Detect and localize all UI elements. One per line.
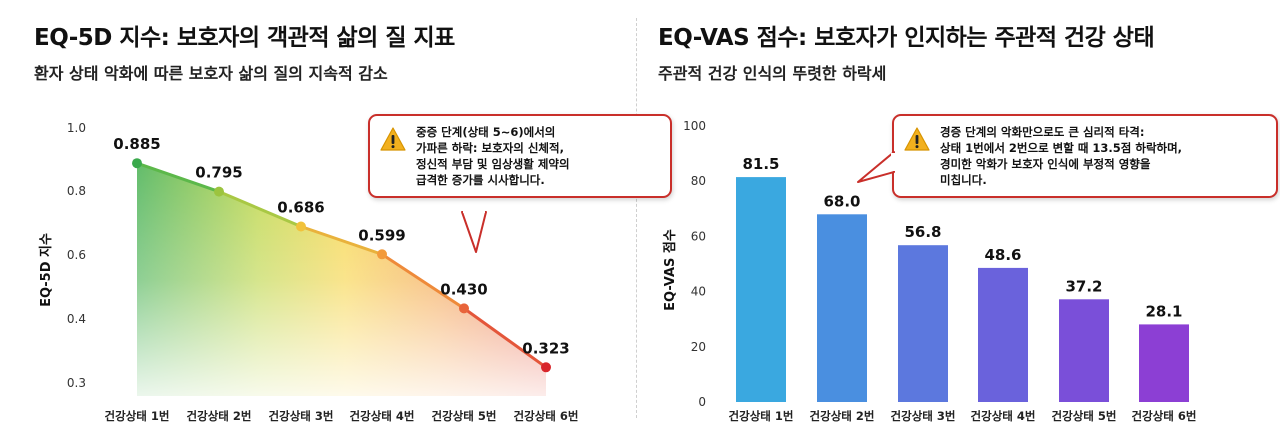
y-tick-label: 0.3 [67,376,86,390]
x-tick-label: 건강상태 2번 [187,409,252,423]
x-tick-label: 건강상태 4번 [350,409,415,423]
data-label: 0.323 [522,339,569,357]
y-axis-label: EQ-VAS 점수 [663,229,678,311]
series-line-segment [299,225,384,256]
y-tick-label: 0 [698,395,706,409]
eqvas-callout: 경증 단계의 악화만으로도 큰 심리적 타격: 상태 1번에서 2번으로 변할 … [892,114,1278,198]
eq5d-subtitle: 환자 상태 악화에 따른 보호자 삶의 질의 지속적 감소 [34,64,388,83]
bar [978,267,1028,402]
x-tick-label: 건강상태 1번 [105,409,170,423]
data-label: 28.1 [1145,302,1182,320]
data-label: 0.599 [358,226,405,244]
x-tick-label: 건강상태 4번 [971,409,1036,423]
y-tick-label: 60 [691,229,706,243]
data-point [459,303,469,314]
bar [1059,299,1109,402]
data-label: 0.430 [440,280,487,298]
bar [817,214,867,402]
series-line-segment [135,161,221,194]
x-tick-label: 건강상태 6번 [1132,409,1197,423]
x-tick-label: 건강상태 1번 [729,409,794,423]
data-label: 0.686 [277,199,324,217]
data-label: 48.6 [984,246,1021,264]
callout-line: 급격한 증가를 시사합니다. [416,173,545,187]
data-point [541,362,551,373]
warning-icon [904,127,930,151]
data-point [132,158,142,169]
callout-line: 경증 단계의 악화만으로도 큰 심리적 타격: [940,125,1145,139]
data-label: 56.8 [904,223,941,241]
x-tick-label: 건강상태 3번 [891,409,956,423]
callout-line: 상태 1번에서 2번으로 변할 때 13.5점 하락하며, [940,141,1183,155]
data-point [377,249,387,260]
callout-line: 미칩니다. [940,173,987,187]
bar [736,177,786,402]
data-label: 81.5 [742,155,779,173]
eq5d-panel: EQ-5D 지수: 보호자의 객관적 삶의 질 지표 환자 상태 악화에 따른 … [0,0,672,432]
x-tick-label: 건강상태 5번 [1052,409,1117,423]
y-tick-label: 20 [691,340,706,354]
y-tick-label: 0.6 [67,248,86,262]
data-label: 0.795 [195,164,242,182]
eqvas-title: EQ-VAS 점수: 보호자가 인지하는 주관적 건강 상태 [658,25,1155,51]
callout-line: 중증 단계(상태 5~6)에서의 [416,125,556,139]
y-tick-label: 80 [691,174,706,188]
y-tick-label: 0.8 [67,184,86,198]
y-tick-label: 100 [683,119,706,133]
data-label: 37.2 [1065,277,1102,295]
data-point [296,221,306,232]
data-label: 68.0 [823,192,860,210]
series-line-segment [462,306,548,369]
eqvas-panel: EQ-VAS 점수: 보호자가 인지하는 주관적 건강 상태 주관적 건강 인식… [640,0,1280,432]
series-line-segment [217,190,303,228]
callout-line: 가파른 하락: 보호자의 신체적, [416,141,564,155]
panel-divider [636,18,638,418]
data-label: 0.885 [113,135,160,153]
y-tick-label: 40 [691,285,706,299]
eq5d-callout: 중증 단계(상태 5~6)에서의 가파른 하락: 보호자의 신체적, 정신적 부… [368,114,672,198]
eq5d-title: EQ-5D 지수: 보호자의 객관적 삶의 질 지표 [34,25,455,51]
bar [1139,324,1189,402]
x-tick-label: 건강상태 2번 [810,409,875,423]
series-line-segment [380,252,466,310]
callout-line: 정신적 부담 및 임상생활 제약의 [416,157,570,171]
x-tick-label: 건강상태 6번 [514,409,579,423]
callout-line: 경미한 악화가 보호자 인식에 부정적 영향을 [940,157,1151,171]
y-tick-label: 1.0 [67,121,86,135]
y-axis-label: EQ-5D 지수 [39,233,54,307]
x-tick-label: 건강상태 5번 [432,409,497,423]
eqvas-subtitle: 주관적 건강 인식의 뚜렷한 하락세 [658,64,887,83]
y-tick-label: 0.4 [67,312,86,326]
data-point [214,186,224,197]
warning-icon [380,127,406,151]
x-tick-label: 건강상태 3번 [269,409,334,423]
bar [898,245,948,402]
